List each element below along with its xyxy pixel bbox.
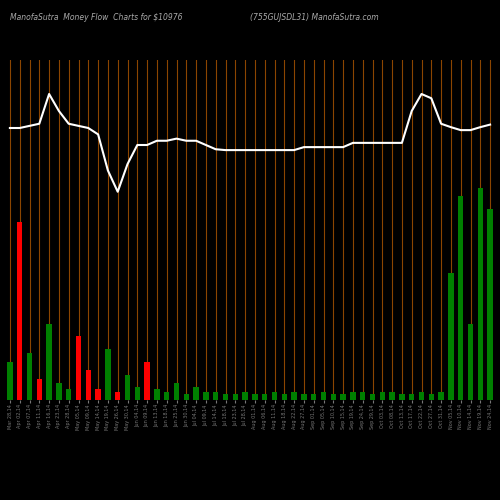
Bar — [321, 392, 326, 400]
Bar — [252, 394, 258, 400]
Bar — [56, 383, 62, 400]
Bar — [292, 392, 297, 400]
Bar — [448, 272, 454, 400]
Bar — [164, 392, 170, 400]
Bar — [66, 390, 71, 400]
Bar — [115, 392, 120, 400]
Bar — [399, 394, 404, 400]
Bar — [86, 370, 91, 400]
Bar — [468, 324, 473, 400]
Bar — [76, 336, 81, 400]
Bar — [27, 353, 32, 400]
Bar — [134, 387, 140, 400]
Text: (755GUJSDL31) ManofaSutra.com: (755GUJSDL31) ManofaSutra.com — [250, 12, 378, 22]
Bar — [36, 379, 42, 400]
Bar — [174, 383, 179, 400]
Bar — [282, 394, 287, 400]
Bar — [458, 196, 464, 400]
Bar — [370, 394, 375, 400]
Bar — [184, 394, 189, 400]
Bar — [390, 392, 395, 400]
Bar — [409, 394, 414, 400]
Bar — [125, 374, 130, 400]
Bar — [272, 392, 277, 400]
Bar — [262, 394, 268, 400]
Bar — [203, 392, 208, 400]
Bar — [478, 188, 483, 400]
Bar — [419, 392, 424, 400]
Bar — [105, 349, 110, 400]
Bar — [232, 394, 238, 400]
Bar — [438, 392, 444, 400]
Bar — [301, 394, 306, 400]
Bar — [194, 387, 199, 400]
Bar — [154, 390, 160, 400]
Bar — [96, 390, 101, 400]
Bar — [380, 392, 385, 400]
Bar — [360, 392, 366, 400]
Bar — [340, 394, 346, 400]
Bar — [144, 362, 150, 400]
Bar — [488, 209, 493, 400]
Text: ManofaSutra  Money Flow  Charts for $10976: ManofaSutra Money Flow Charts for $10976 — [10, 12, 182, 22]
Bar — [46, 324, 52, 400]
Bar — [17, 222, 22, 400]
Bar — [330, 394, 336, 400]
Bar — [213, 392, 218, 400]
Bar — [242, 392, 248, 400]
Bar — [7, 362, 12, 400]
Bar — [428, 394, 434, 400]
Bar — [223, 394, 228, 400]
Bar — [311, 394, 316, 400]
Bar — [350, 392, 356, 400]
